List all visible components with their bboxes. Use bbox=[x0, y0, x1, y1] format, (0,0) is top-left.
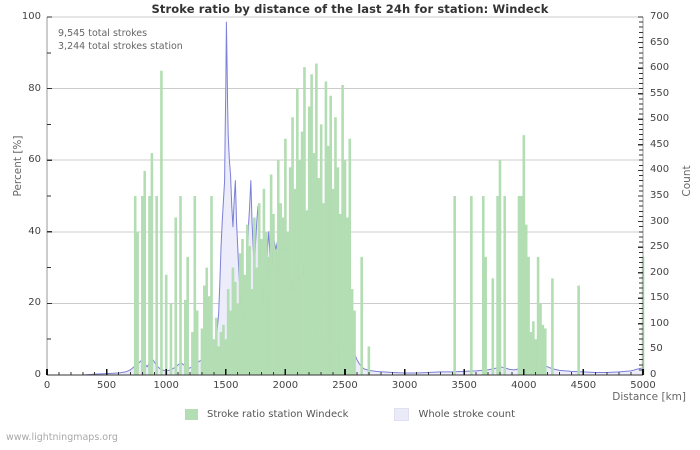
x-tick-0: 0 bbox=[43, 380, 51, 391]
x-tick-4500: 4500 bbox=[570, 380, 597, 391]
x-tick-5000: 5000 bbox=[630, 380, 656, 391]
legend-item-stroke-ratio[interactable]: Stroke ratio station Windeck bbox=[184, 409, 349, 420]
y2-axis-label: Count bbox=[681, 165, 693, 197]
x-tick-3500: 3500 bbox=[451, 380, 477, 391]
x-tick-2500: 2500 bbox=[332, 380, 358, 391]
legend-label-stroke-ratio: Stroke ratio station Windeck bbox=[206, 409, 349, 420]
annotation-total-strokes-station: 3,244 total strokes station bbox=[58, 41, 183, 52]
chart-annotations: 9,545 total strokes 3,244 total strokes … bbox=[58, 27, 183, 53]
y-tick-40: 40 bbox=[28, 225, 41, 237]
y2-tick-250: 250 bbox=[650, 241, 670, 253]
x-tick-500: 500 bbox=[97, 380, 117, 391]
y2-tick-500: 500 bbox=[650, 113, 670, 125]
y2-tick-450: 450 bbox=[650, 138, 670, 150]
legend-label-whole-stroke-count: Whole stroke count bbox=[418, 409, 516, 420]
y-tick-60: 60 bbox=[28, 154, 41, 166]
y-tick-80: 80 bbox=[28, 82, 41, 94]
y2-tick-50: 50 bbox=[650, 343, 663, 355]
annotation-total-strokes: 9,545 total strokes bbox=[58, 28, 148, 39]
y2-tick-400: 400 bbox=[650, 164, 670, 176]
legend-swatch-green-icon bbox=[184, 409, 198, 420]
chart-title: Stroke ratio by distance of the last 24h… bbox=[151, 2, 549, 16]
legend-swatch-lavender-icon bbox=[394, 408, 410, 421]
x-axis-label: Distance [km] bbox=[612, 391, 686, 403]
x-tick-3000: 3000 bbox=[391, 380, 418, 391]
x-tick-2000: 2000 bbox=[272, 380, 299, 391]
y2-tick-600: 600 bbox=[650, 62, 670, 74]
y-tick-0: 0 bbox=[34, 369, 41, 380]
y-tick-20: 20 bbox=[28, 297, 41, 309]
x-tick-1000: 1000 bbox=[153, 380, 179, 391]
x-tick-1500: 1500 bbox=[213, 380, 239, 391]
y-tick-100: 100 bbox=[21, 11, 41, 22]
y-axis-label: Percent [%] bbox=[12, 135, 24, 197]
y2-tick-0: 0 bbox=[650, 369, 657, 380]
y2-tick-700: 700 bbox=[650, 11, 670, 22]
y2-tick-100: 100 bbox=[650, 317, 670, 329]
y2-tick-300: 300 bbox=[650, 215, 670, 227]
y2-tick-350: 350 bbox=[650, 190, 670, 201]
y2-tick-550: 550 bbox=[650, 87, 670, 99]
y2-tick-150: 150 bbox=[650, 292, 670, 304]
y2-tick-200: 200 bbox=[650, 266, 670, 278]
chart-legend: Stroke ratio station Windeck Whole strok… bbox=[0, 408, 700, 421]
site-watermark: www.lightningmaps.org bbox=[6, 432, 118, 443]
x-tick-4000: 4000 bbox=[511, 380, 537, 391]
y2-tick-650: 650 bbox=[650, 36, 670, 48]
legend-item-whole-stroke-count[interactable]: Whole stroke count bbox=[394, 408, 515, 421]
